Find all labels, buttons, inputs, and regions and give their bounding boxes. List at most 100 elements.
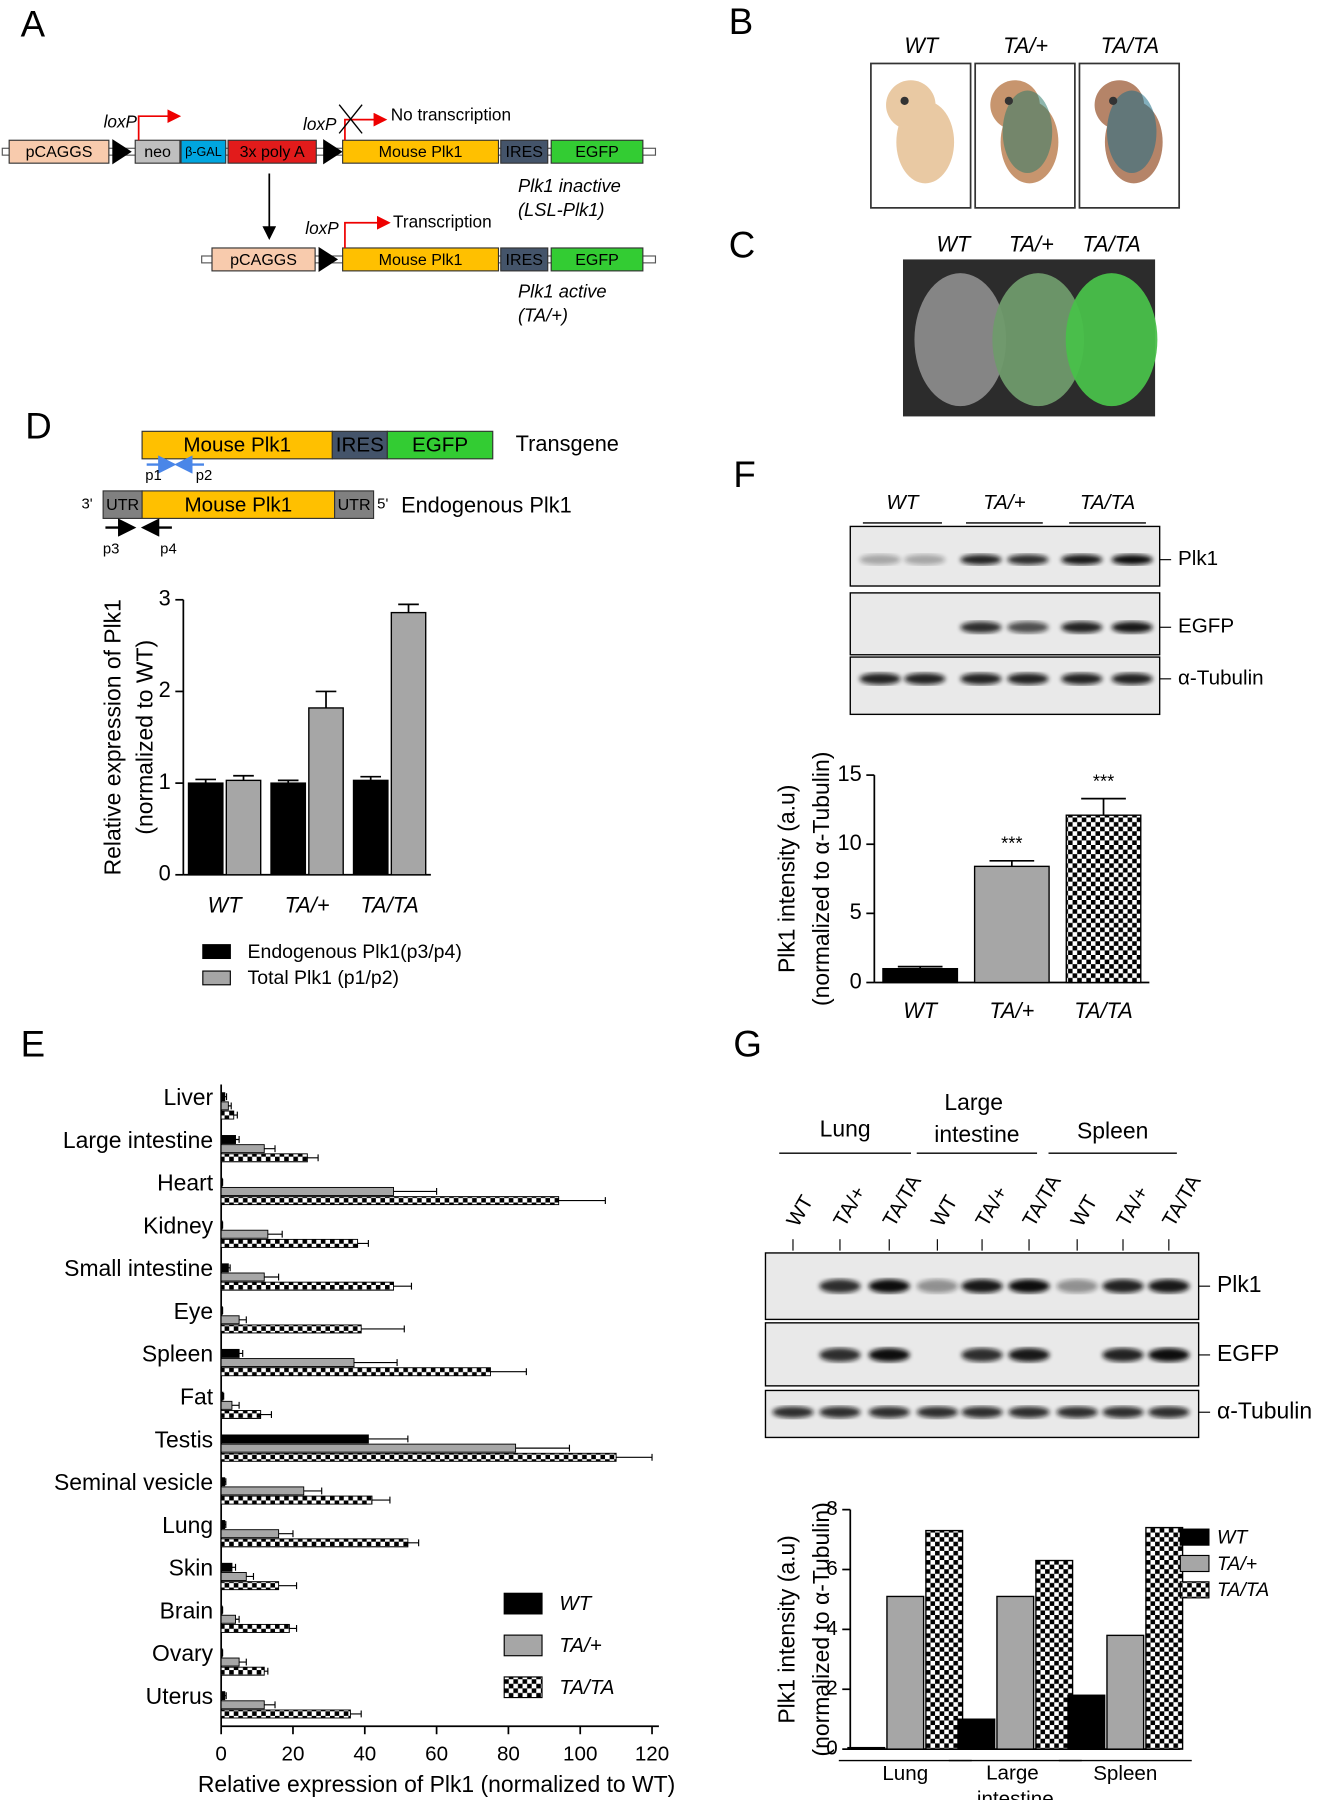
error-bar [278,1582,298,1590]
tss-arrow [137,109,182,141]
y-tick-label: 0 [850,968,862,993]
construct-label: Endogenous Plk1 [401,493,572,518]
bar [1067,1694,1106,1750]
panel-label: G [733,1023,762,1064]
y-tick-label: Ovary [152,1640,214,1666]
lane-label: WT [1066,1191,1102,1231]
pup [1065,273,1158,407]
bar [886,1595,925,1750]
bar [308,707,344,876]
blot-band [859,554,901,565]
panel-label: E [21,1023,45,1064]
blot-band [1061,554,1103,565]
bar [220,1495,373,1505]
loxp-label: loxP [104,112,138,132]
y-tick-label: Lung [162,1512,213,1538]
error-bar [616,1453,653,1461]
end-label: 5' [377,497,388,513]
loxp-site [323,139,343,165]
error-bar [357,1239,369,1247]
blot-band [1056,1279,1098,1294]
x-tick-label: 100 [563,1742,597,1765]
bar [187,782,224,876]
y-tick-label: Large intestine [63,1127,213,1153]
error-bar [303,1487,323,1495]
y-tick-label: Eye [174,1298,213,1324]
bar [220,1358,355,1368]
y-tick-label: Kidney [143,1212,214,1238]
genotype-label: TA/+ [1003,33,1048,58]
bar [1145,1526,1184,1750]
polya [227,139,317,164]
blot-band [1148,1406,1190,1418]
bar [220,1186,394,1196]
construct-label: (LSL-Plk1) [518,199,605,220]
utr-right [334,490,375,519]
blot-band [868,1279,910,1294]
y-tick-label: 10 [838,830,862,855]
y-tick-label: Testis [155,1426,214,1452]
error-bar [361,1325,405,1333]
neo-label: neo [144,143,171,161]
legend-swatch [503,1634,543,1657]
loxp-label: loxP [305,218,339,238]
reporter [386,430,494,460]
y-tick-label: 15 [838,761,862,786]
lane-label: WT [926,1191,962,1231]
error-bar [239,1658,247,1666]
note: No transcription [391,105,511,125]
x-tick-label: 20 [282,1742,305,1765]
lane-label: TA/TA [1018,1171,1066,1231]
lane-label: TA/TA [1158,1171,1206,1231]
bar [1106,1634,1145,1750]
reporter [550,247,644,272]
lane-label: TA/TA [878,1171,926,1231]
error-bar [224,1093,228,1101]
reporter [550,139,644,164]
blot-band [1007,554,1049,565]
bar [220,1614,236,1624]
panel-label: D [25,406,51,447]
y-tick-label: 5 [850,899,862,924]
bar [220,1196,560,1206]
genotype-label: TA/TA [1082,231,1140,256]
tissue-label: Lung [820,1115,871,1141]
error-bar [233,1111,238,1119]
reporter-label: EGFP [412,434,468,457]
y-tick-label: 2 [826,1677,837,1700]
tissue-label: Spleen [1077,1118,1148,1144]
bar [925,1529,964,1750]
embryo-eye [1004,96,1013,105]
tissue-label: Large intestine [934,1089,1019,1147]
pup [992,273,1085,407]
legend-label: TA/+ [1217,1553,1257,1575]
gene-label: Mouse Plk1 [379,143,463,161]
blot-band [1148,1348,1190,1362]
error-bar [307,1154,319,1162]
panel-label: B [729,1,753,42]
blot-group-label: WT [886,491,919,514]
blot-row-label: α-Tubulin [1217,1397,1312,1423]
blot-band [1111,673,1153,685]
error-bar [224,1692,227,1700]
y-tick-label: Fat [180,1384,214,1410]
bar [220,1434,369,1444]
promoter-label: pCAGGS [26,143,93,161]
loxp-site [112,139,132,165]
bar [220,1572,247,1581]
ires-label: IRES [506,251,543,269]
blot-band [868,1406,910,1418]
error-bar [224,1478,227,1486]
error-bar [260,1411,273,1418]
error-bar [354,1359,398,1367]
loxp-label: loxP [303,114,337,134]
y-tick-label: 2 [159,677,171,702]
bar [220,1229,269,1239]
blot-band [1102,1279,1144,1294]
error-bar [989,859,1035,867]
embryo-stain [1002,90,1053,174]
y-tick-label: Heart [157,1170,214,1196]
error-bar [264,1273,280,1281]
y-tick-label: Seminal vesicle [54,1469,213,1495]
